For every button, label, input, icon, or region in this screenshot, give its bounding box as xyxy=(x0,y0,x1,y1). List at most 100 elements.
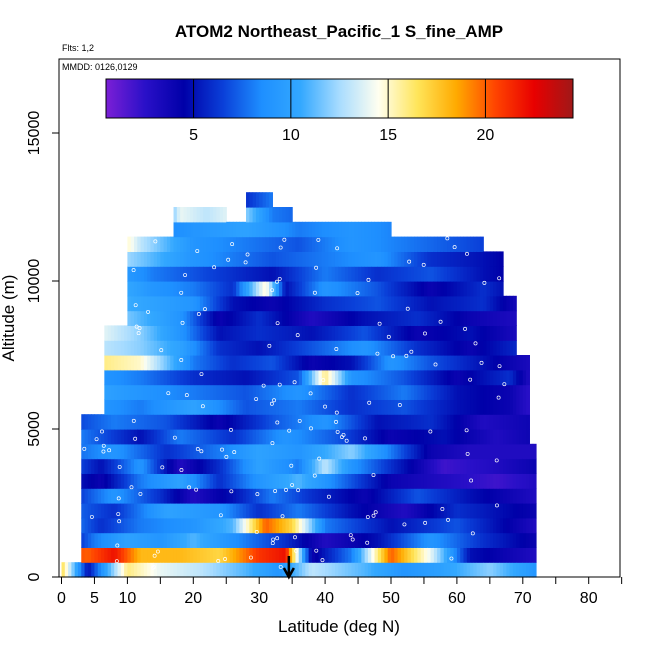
heatmap-cell xyxy=(222,251,227,267)
heatmap-cell xyxy=(180,266,185,282)
heatmap-cell xyxy=(163,266,168,282)
heatmap-cell xyxy=(262,429,267,445)
heatmap-cell xyxy=(147,503,152,519)
heatmap-cell xyxy=(476,562,481,578)
heatmap-cell xyxy=(285,503,290,519)
heatmap-cell xyxy=(262,503,267,519)
heatmap-cell xyxy=(150,281,155,297)
heatmap-cell xyxy=(479,503,484,519)
heatmap-cell xyxy=(512,503,517,519)
heatmap-cell xyxy=(226,295,231,312)
heatmap-cell xyxy=(506,458,511,474)
heatmap-cell xyxy=(384,251,389,267)
heatmap-cell xyxy=(338,458,343,474)
heatmap-cell xyxy=(417,251,422,267)
heatmap-cell xyxy=(203,310,208,326)
heatmap-cell xyxy=(367,369,372,386)
heatmap-cell xyxy=(328,562,333,578)
heatmap-cell xyxy=(193,310,198,326)
heatmap-cell xyxy=(236,414,241,430)
heatmap-cell xyxy=(153,473,158,489)
heatmap-cell xyxy=(137,340,142,356)
heatmap-cell xyxy=(275,384,280,400)
heatmap-cell xyxy=(147,429,152,445)
sample-marker xyxy=(229,489,234,494)
heatmap-cell xyxy=(384,310,389,326)
heatmap-cell xyxy=(367,236,372,252)
heatmap-cell xyxy=(190,355,194,371)
heatmap-cell xyxy=(315,369,320,386)
heatmap-cell xyxy=(371,266,376,282)
heatmap-cell xyxy=(209,266,214,282)
heatmap-cell xyxy=(180,369,185,386)
heatmap-cell xyxy=(331,562,336,578)
heatmap-cell xyxy=(166,340,171,356)
heatmap-cell xyxy=(137,458,142,474)
sample-marker xyxy=(312,473,317,478)
heatmap-cell xyxy=(137,443,142,460)
heatmap-cell xyxy=(437,369,442,386)
heatmap-cell xyxy=(404,340,409,356)
heatmap-cell xyxy=(163,443,168,460)
heatmap-cell xyxy=(430,503,435,519)
heatmap-cell xyxy=(328,517,333,534)
heatmap-cell xyxy=(236,458,241,474)
heatmap-cell xyxy=(249,532,254,548)
heatmap-cell xyxy=(262,532,267,548)
heatmap-cell xyxy=(193,547,198,563)
heatmap-cell xyxy=(265,207,270,223)
heatmap-cell xyxy=(166,532,171,548)
heatmap-cell xyxy=(275,517,280,534)
heatmap-cell xyxy=(499,325,504,341)
heatmap-cell xyxy=(298,547,303,563)
heatmap-cell xyxy=(236,266,241,282)
heatmap-cell xyxy=(295,295,300,312)
heatmap-cell xyxy=(133,473,138,489)
heatmap-cell xyxy=(473,251,478,267)
heatmap-cell xyxy=(180,251,185,267)
heatmap-cell xyxy=(193,251,198,267)
heatmap-cell xyxy=(176,325,181,341)
heatmap-cell xyxy=(374,310,379,326)
heatmap-cell xyxy=(443,310,448,326)
heatmap-cell xyxy=(308,325,313,341)
heatmap-cell xyxy=(114,532,119,548)
heatmap-cell xyxy=(407,488,412,504)
heatmap-cell xyxy=(463,266,468,282)
heatmap-cell xyxy=(466,429,471,445)
heatmap-cell xyxy=(516,517,521,534)
heatmap-cell xyxy=(437,266,442,282)
sample-marker xyxy=(152,565,156,570)
heatmap-cell xyxy=(190,281,194,297)
heatmap-cell xyxy=(493,458,498,474)
heatmap-cell xyxy=(183,295,188,312)
heatmap-cell xyxy=(114,429,119,445)
heatmap-cell xyxy=(124,517,128,534)
heatmap-cell xyxy=(473,325,478,341)
heatmap-cell xyxy=(450,503,455,519)
sample-marker xyxy=(129,485,134,490)
heatmap-cell xyxy=(183,281,188,297)
heatmap-cell xyxy=(529,443,534,460)
heatmap-cell xyxy=(483,503,488,519)
heatmap-cell xyxy=(361,340,366,356)
heatmap-cell xyxy=(358,547,362,563)
heatmap-cell xyxy=(209,429,214,445)
heatmap-cell xyxy=(460,414,465,430)
heatmap-cell xyxy=(272,355,277,371)
heatmap-cell xyxy=(361,266,366,282)
heatmap-cell xyxy=(305,221,310,238)
heatmap-cell xyxy=(255,414,260,430)
heatmap-cell xyxy=(124,399,128,415)
heatmap-cell xyxy=(308,473,313,489)
heatmap-cell xyxy=(199,236,204,252)
heatmap-cell xyxy=(97,517,102,534)
heatmap-cell xyxy=(160,443,165,460)
heatmap-cell xyxy=(226,399,231,415)
heatmap-cell xyxy=(153,429,158,445)
heatmap-cell xyxy=(272,310,277,326)
heatmap-cell xyxy=(499,281,504,297)
heatmap-cell xyxy=(437,295,442,312)
heatmap-cell xyxy=(440,281,445,297)
heatmap-cell xyxy=(404,532,409,548)
